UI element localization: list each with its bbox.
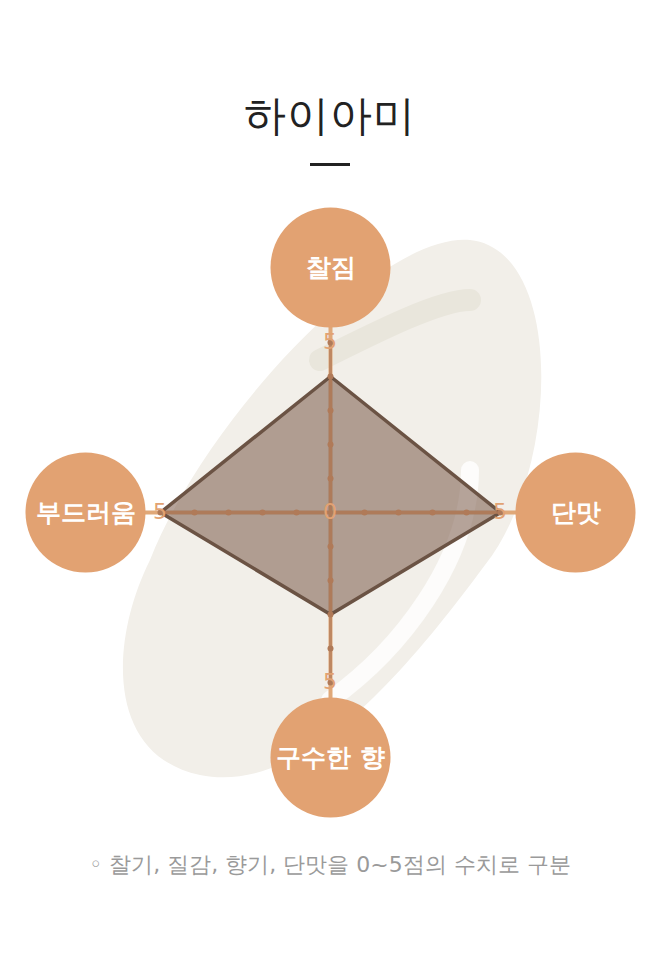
svg-text:부드러움: 부드러움 (36, 498, 136, 527)
svg-text:5: 5 (493, 499, 507, 524)
svg-text:5: 5 (153, 499, 167, 524)
svg-text:5: 5 (323, 329, 337, 354)
svg-text:0: 0 (323, 499, 337, 524)
svg-text:구수한 향: 구수한 향 (276, 743, 385, 772)
html-text:◦ 찰기, 질감, 향기, 단맛을 0~5점의 수치로 구분: ◦ 찰기, 질감, 향기, 단맛을 0~5점의 수치로 구분 (89, 852, 571, 877)
svg-text:단맛: 단맛 (551, 498, 601, 527)
html-text:하이아미: 하이아미 (244, 91, 416, 140)
svg-text:5: 5 (323, 669, 337, 694)
svg-text:찰짐: 찰짐 (306, 253, 356, 282)
